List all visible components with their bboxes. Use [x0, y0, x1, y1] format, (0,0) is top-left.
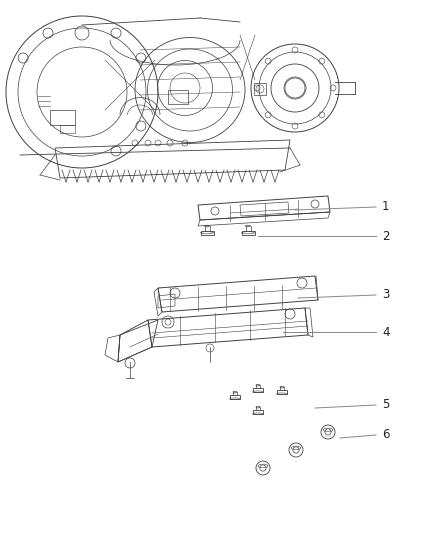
- Text: 5: 5: [382, 399, 389, 411]
- Bar: [60, 125, 75, 133]
- Text: 1: 1: [382, 200, 389, 214]
- Text: 6: 6: [382, 429, 389, 441]
- Text: 3: 3: [382, 288, 389, 302]
- Bar: [50, 110, 75, 125]
- Text: 2: 2: [382, 230, 389, 243]
- Bar: [168, 90, 188, 104]
- Bar: [254, 83, 266, 95]
- Text: 4: 4: [382, 326, 389, 338]
